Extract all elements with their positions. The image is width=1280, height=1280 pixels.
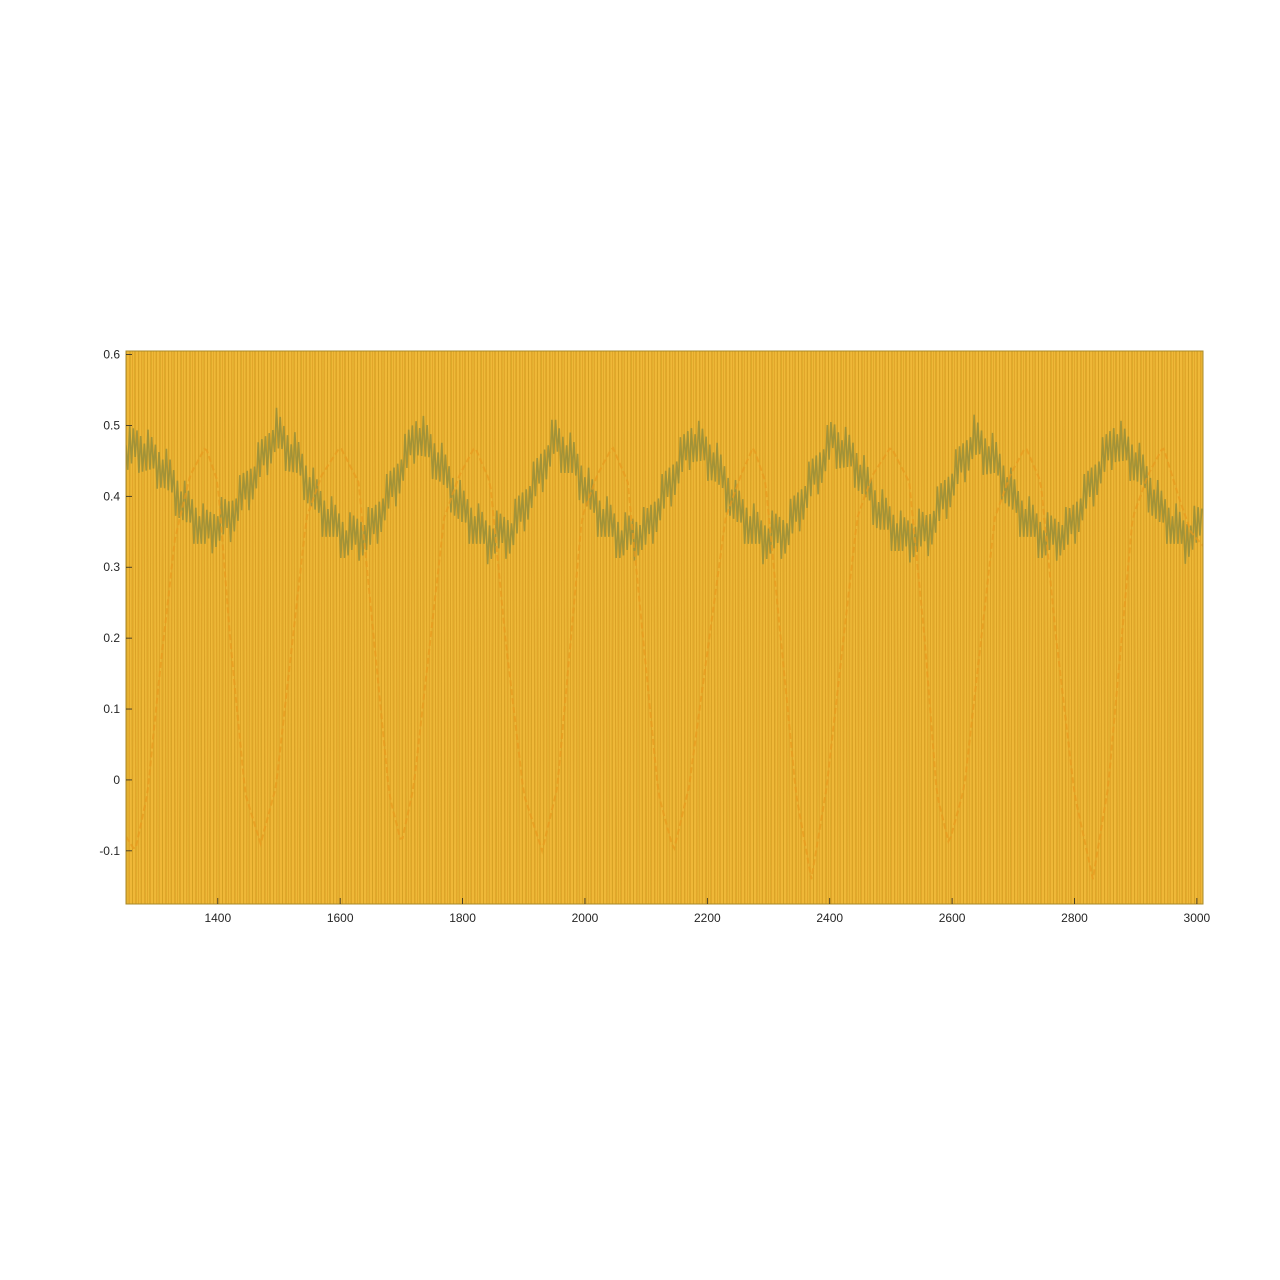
x-tick-label-1400: 1400 — [204, 911, 231, 925]
x-tick-label-2600: 2600 — [939, 911, 966, 925]
y-tick-label-1: 0 — [113, 773, 120, 787]
x-tick-label-1600: 1600 — [327, 911, 354, 925]
y-tick-label-4: 0.3 — [103, 560, 120, 574]
x-tick-label-2800: 2800 — [1061, 911, 1088, 925]
series-layer — [126, 351, 1203, 904]
y-tick-label-0: -0.1 — [99, 844, 120, 858]
y-tick-label-5: 0.4 — [103, 489, 120, 503]
y-tick-label-2: 0.1 — [103, 702, 120, 716]
x-axis: 1400 1600 1800 2000 2200 2400 2600 2800 3000 — [204, 898, 1211, 925]
plot-frame — [125, 350, 1204, 905]
y-axis: -0.1 0 0.1 0.2 0.3 0.4 0.5 0.6 — [99, 348, 132, 858]
x-tick-label-1800: 1800 — [449, 911, 476, 925]
x-tick-label-3000: 3000 — [1184, 911, 1211, 925]
y-tick-label-3: 0.2 — [103, 631, 120, 645]
series-upper-envelope — [126, 407, 1203, 565]
x-tick-label-2400: 2400 — [816, 911, 843, 925]
y-tick-label-6: 0.5 — [103, 418, 120, 432]
y-tick-label-7: 0.6 — [103, 348, 120, 362]
x-tick-label-2000: 2000 — [572, 911, 599, 925]
series-lower-envelope — [126, 445, 1203, 880]
x-tick-label-2200: 2200 — [694, 911, 721, 925]
